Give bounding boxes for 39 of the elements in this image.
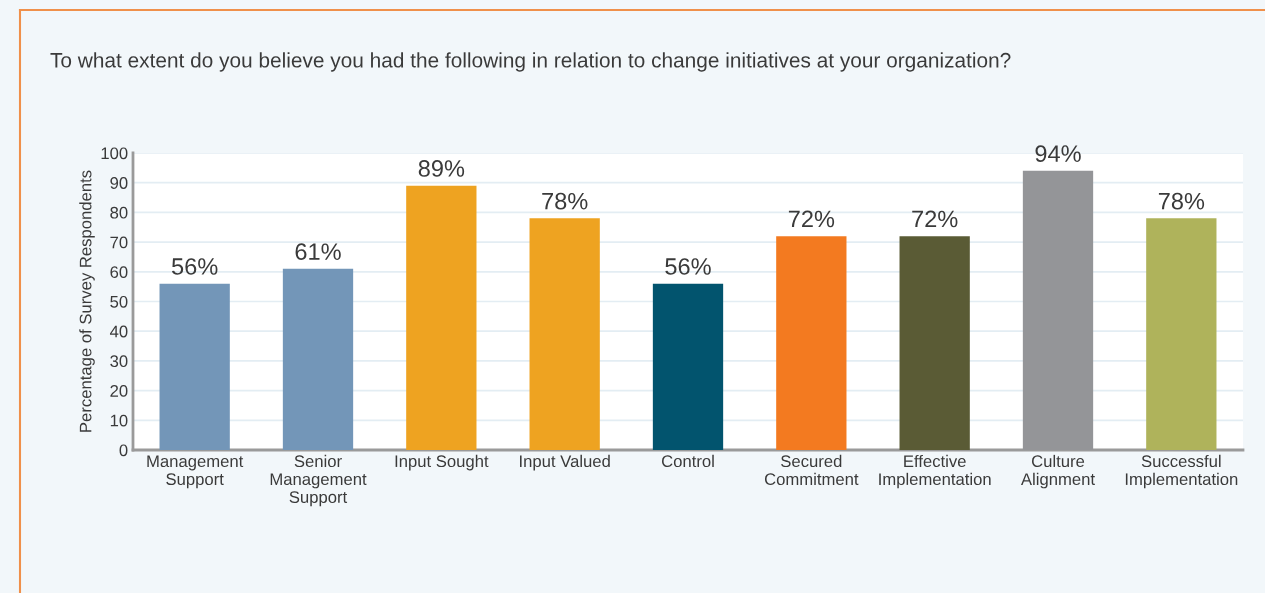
chart-title: To what extent do you believe you had the following in relation to change initiatives at your organization? (50, 52, 1011, 72)
x-tick-label: Secured Commitment (764, 454, 859, 486)
bar (1146, 218, 1217, 450)
x-tick-label: Successful Implementation (1125, 454, 1238, 489)
y-tick-label: 10 (110, 414, 128, 427)
y-tick-label: 30 (110, 355, 128, 368)
y-tick-label: 70 (110, 236, 128, 249)
bar (282, 268, 354, 450)
y-tick-label: 40 (109, 325, 128, 338)
data-label: 61% (295, 243, 341, 260)
bar (899, 236, 970, 450)
x-tick-label: Input Sought (395, 454, 489, 471)
y-tick-label: 90 (110, 177, 128, 189)
data-label: 78% (542, 192, 588, 210)
data-label: 89% (418, 160, 465, 177)
bar (529, 218, 600, 450)
bar (776, 236, 847, 450)
data-label: 72% (912, 210, 958, 228)
bar (406, 185, 477, 450)
data-label: 78% (1158, 192, 1205, 210)
x-tick-label: Input Valued (520, 454, 610, 471)
y-tick-label: 0 (119, 444, 128, 457)
y-tick-label: 60 (110, 266, 128, 278)
y-tick-label: 20 (110, 385, 128, 397)
x-tick-label: Management Support (147, 455, 244, 489)
bar (652, 283, 724, 450)
y-tick-label: 50 (110, 295, 128, 308)
bar (159, 283, 230, 450)
y-tick-label: 80 (110, 206, 128, 219)
y-axis-title: Percentage of Survey Respondents (79, 170, 95, 432)
data-label: 94% (1035, 145, 1081, 162)
x-tick-label: Senior Management Support (270, 454, 367, 507)
x-tick-label: Effective Implementation (879, 454, 991, 489)
data-label: 56% (665, 258, 711, 275)
x-tick-label: Culture Alignment (1020, 454, 1095, 489)
data-label: 72% (788, 210, 835, 228)
x-tick-label: Control (661, 454, 714, 468)
y-tick-label: 100 (101, 147, 128, 160)
data-label: 56% (171, 258, 218, 275)
